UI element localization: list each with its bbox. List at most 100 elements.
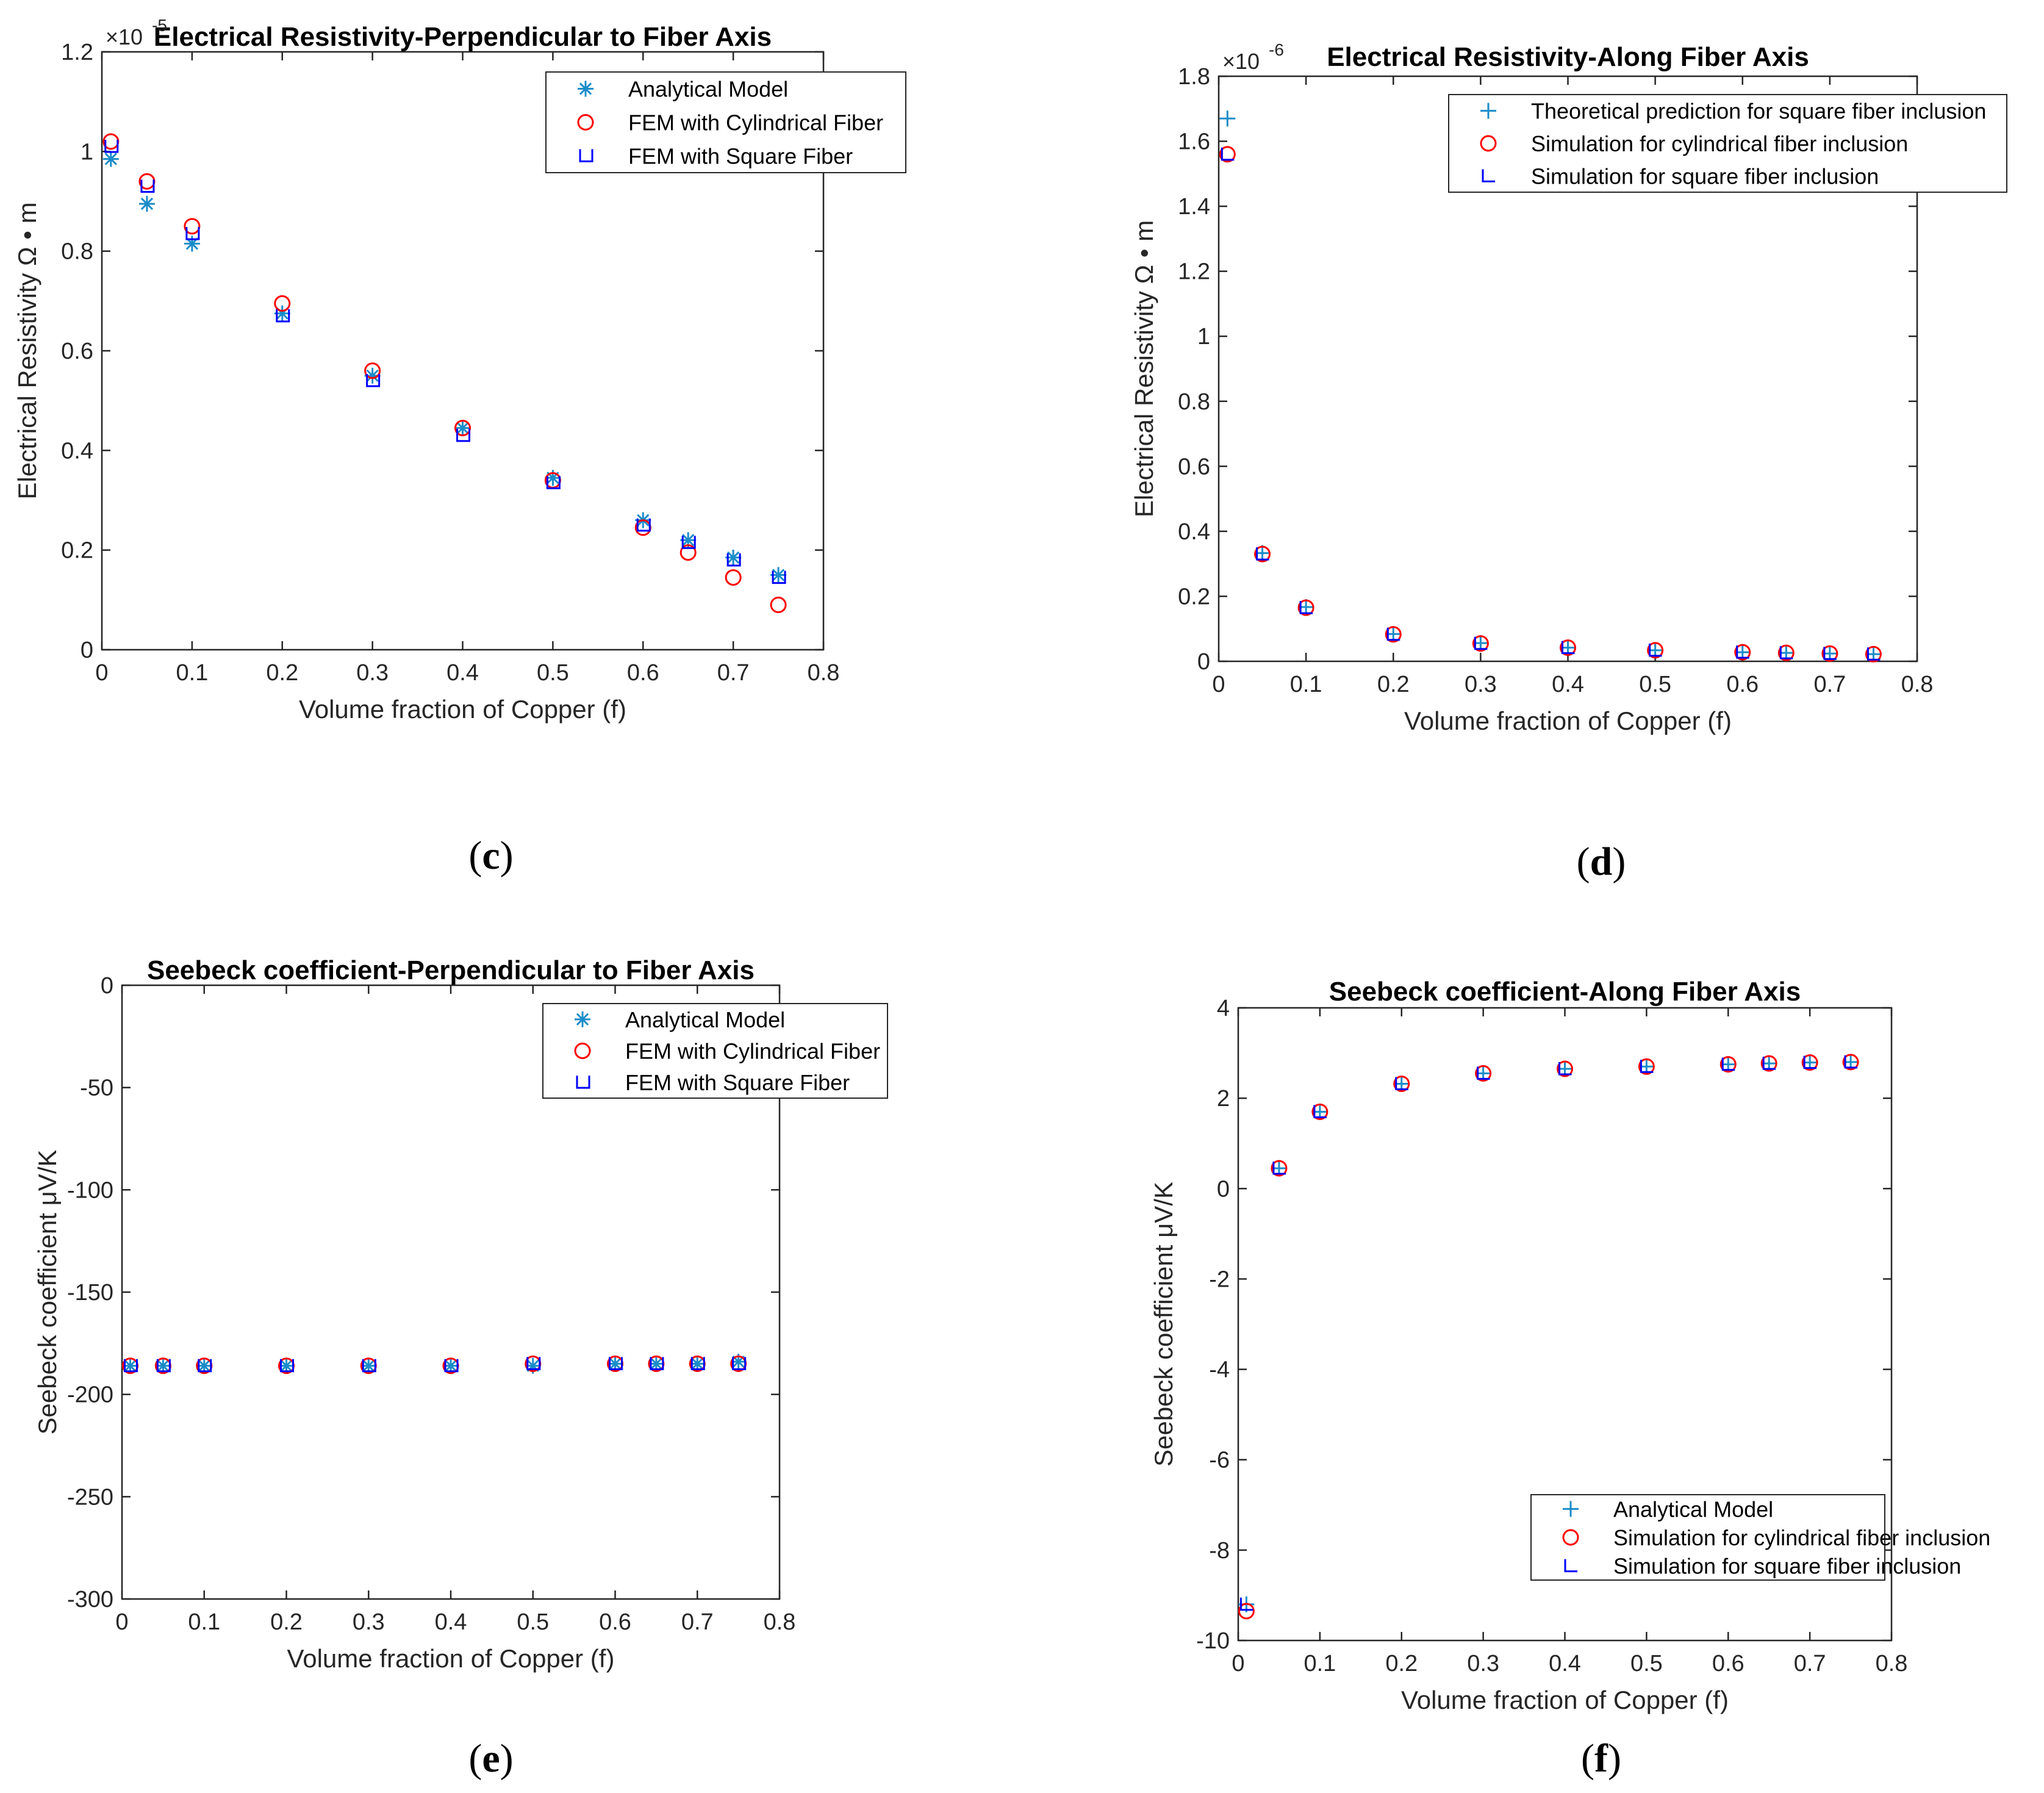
data-point (198, 1359, 212, 1373)
data-point (1866, 647, 1881, 661)
y-axis-label: Electrical Resistivity Ω • m (1130, 220, 1158, 517)
legend-label: FEM with Square Fiber (628, 144, 853, 169)
x-tick-label: 0.4 (1552, 672, 1584, 697)
legend-marker (1480, 102, 1496, 119)
x-tick-label: 0.5 (517, 1609, 549, 1635)
y-tick-label: 1.2 (1178, 259, 1210, 285)
y-tick-label: -200 (67, 1382, 113, 1408)
data-point (1313, 1105, 1327, 1118)
legend: Theoretical prediction for square fiber … (1448, 94, 2007, 193)
data-point (732, 1357, 747, 1370)
x-tick-label: 0.5 (1639, 672, 1671, 697)
data-point (1647, 642, 1664, 659)
legend-marker (1563, 1501, 1579, 1517)
data-point (364, 362, 381, 379)
data-point (1558, 1062, 1572, 1076)
x-tick-label: 0.6 (599, 1609, 631, 1635)
x-tick-label: 0.8 (1901, 672, 1934, 697)
data-point (1779, 646, 1793, 659)
x-tick-label: 0.7 (681, 1609, 714, 1635)
data-point (1865, 645, 1882, 663)
legend-label: Simulation for square fiber inclusion (1613, 1554, 1961, 1579)
x-tick-label: 0.6 (627, 660, 659, 686)
series-1 (1238, 1054, 1859, 1620)
y-tick-label: 0 (81, 638, 93, 663)
x-tick-label: 0.3 (353, 1609, 385, 1635)
data-point (1762, 1057, 1776, 1070)
legend-label: FEM with Cylindrical Fiber (625, 1039, 880, 1064)
y-tick-label: 0.2 (61, 538, 93, 564)
data-point (1557, 1060, 1573, 1077)
x-tick-label: 0 (95, 660, 108, 686)
series-2 (104, 140, 786, 584)
chart-seebeck-along: Seebeck coefficient-Along Fiber Axis 0 0.1… (1149, 977, 1990, 1714)
data-point (1475, 1065, 1492, 1082)
data-point (1721, 1057, 1735, 1071)
legend-marker (574, 1043, 591, 1059)
x-tick-label: 0.3 (356, 660, 389, 686)
x-tick-label: 0.1 (176, 660, 208, 686)
data-point (1649, 643, 1662, 657)
chart-title: Seebeck coefficient-Perpendicular to Fib… (147, 955, 755, 985)
y-tick-label: -250 (67, 1484, 113, 1510)
data-point (1238, 1603, 1255, 1620)
data-point (456, 428, 470, 442)
data-point (278, 1357, 295, 1374)
data-point (454, 420, 471, 436)
data-point (140, 179, 155, 193)
legend-box (542, 1003, 888, 1099)
data-point (276, 309, 290, 323)
data-point (726, 553, 741, 567)
data-point (1393, 1075, 1410, 1092)
data-point (138, 196, 155, 212)
y-axis-label: Electrical Resistivity Ω • m (13, 202, 41, 499)
data-point (280, 1359, 294, 1373)
legend-label: FEM with Square Fiber (625, 1070, 850, 1095)
data-point (1821, 645, 1838, 662)
data-point (1297, 599, 1314, 616)
data-point (1385, 626, 1402, 643)
x-tick-label: 0.1 (1290, 672, 1322, 697)
data-point (123, 1359, 138, 1373)
data-point (1844, 1055, 1858, 1069)
data-point (104, 140, 119, 153)
y-tick-label: 0.4 (61, 438, 93, 464)
legend: Analytical Model FEM with Cylindrical Fib… (545, 71, 906, 173)
series-2 (123, 1357, 747, 1373)
x-tick-label: 0.7 (1794, 1651, 1826, 1676)
x-tick-label: 0.8 (764, 1609, 796, 1635)
y-tick-label: -300 (67, 1587, 113, 1612)
series-2 (1239, 1055, 1858, 1611)
legend: Analytical Model Simulation for cylindric… (1530, 1494, 1990, 1581)
data-point (1271, 1160, 1288, 1177)
y-exponent-power: -5 (152, 16, 167, 35)
data-point (1823, 647, 1837, 660)
chart-title: Electrical Resistivity-Along Fiber Axis (1327, 42, 1809, 72)
chart-seebeck-perpendicular: Seebeck coefficient-Perpendicular to Fib… (33, 955, 888, 1673)
data-point (681, 536, 696, 549)
series-2 (1221, 147, 1881, 661)
x-axis-label: Volume fraction of Copper (f) (287, 1644, 615, 1673)
y-tick-label: -2 (1209, 1267, 1230, 1292)
legend-marker (1480, 135, 1497, 152)
data-point (454, 420, 471, 437)
x-tick-label: 0 (115, 1609, 128, 1635)
y-exponent-power: -6 (1269, 40, 1284, 59)
data-point (366, 374, 381, 387)
legend-marker (579, 149, 593, 162)
legend-marker (1564, 1559, 1577, 1573)
x-tick-label: 0.6 (1712, 1651, 1745, 1676)
x-tick-label: 0.5 (1630, 1651, 1663, 1676)
data-point (444, 1359, 459, 1373)
caption-f: (f) (1581, 1736, 1621, 1781)
data-point (1477, 1066, 1490, 1080)
y-exponent-label: ×10 (106, 24, 143, 49)
data-point (636, 518, 651, 532)
legend-box (1448, 94, 2007, 193)
data-point (1640, 1060, 1654, 1073)
y-tick-label: 0.4 (1178, 519, 1210, 545)
caption-e: (e) (468, 1736, 514, 1781)
data-point (725, 569, 742, 586)
y-tick-label: -150 (67, 1280, 113, 1306)
data-point (1842, 1054, 1859, 1071)
